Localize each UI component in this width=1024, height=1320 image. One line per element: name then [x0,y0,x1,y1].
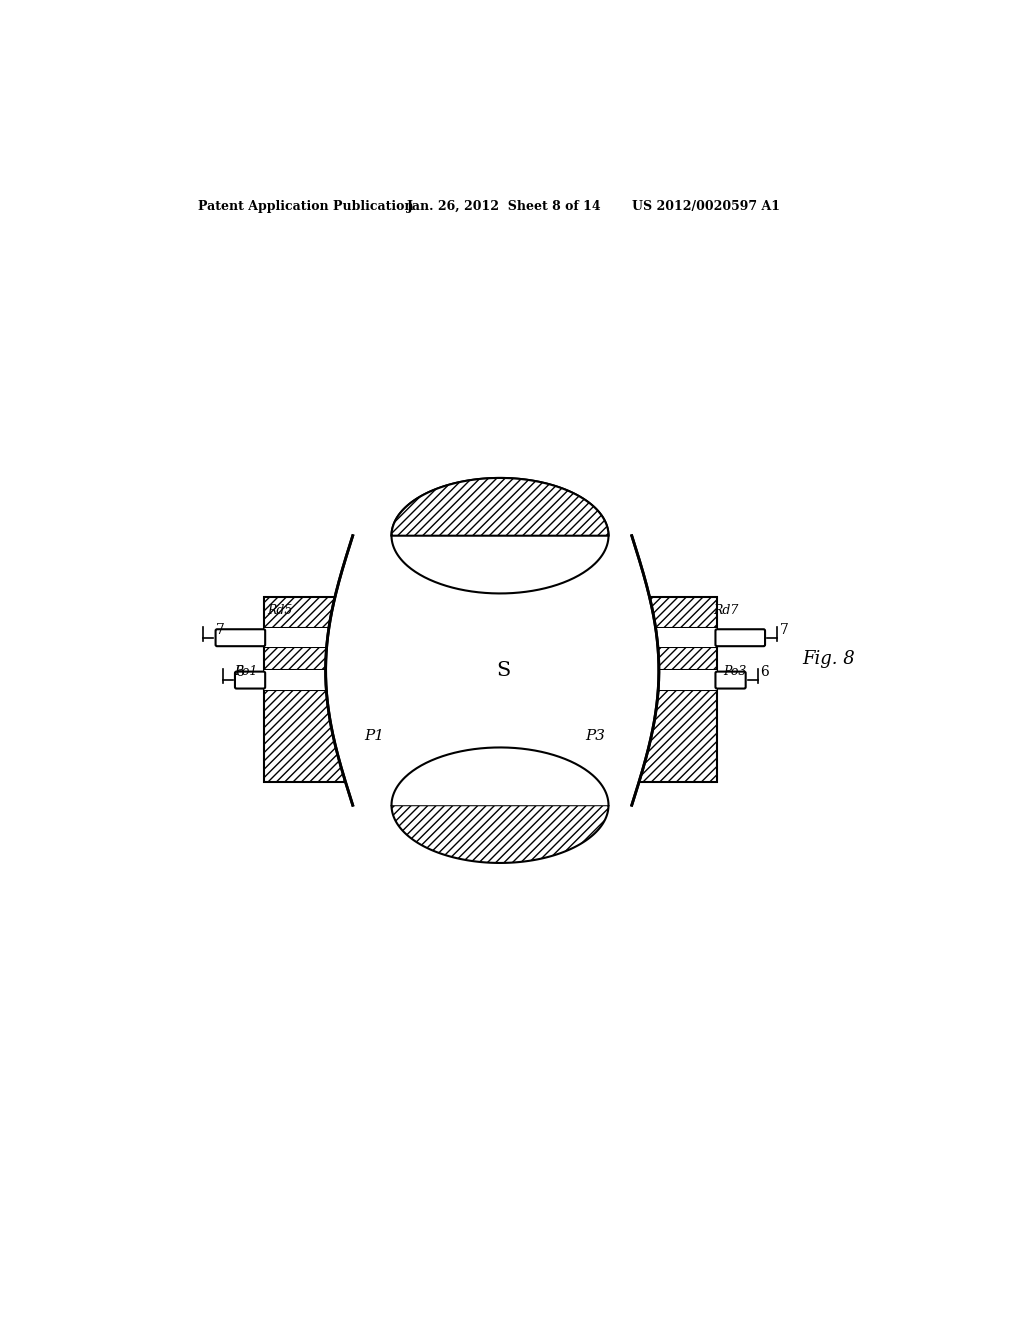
Polygon shape [632,647,717,671]
Polygon shape [263,671,352,689]
Polygon shape [632,671,717,689]
Text: Rd7: Rd7 [713,605,738,618]
Polygon shape [632,689,717,781]
Polygon shape [326,536,658,805]
FancyBboxPatch shape [234,672,265,689]
FancyBboxPatch shape [216,630,265,647]
Text: 7: 7 [216,623,224,638]
Polygon shape [632,628,717,647]
Text: Po1: Po1 [234,665,257,677]
Text: Patent Application Publication: Patent Application Publication [198,199,414,213]
Polygon shape [263,689,352,781]
Text: Jan. 26, 2012  Sheet 8 of 14: Jan. 26, 2012 Sheet 8 of 14 [407,199,602,213]
Text: 6: 6 [761,665,769,680]
Polygon shape [263,628,352,647]
Polygon shape [632,598,717,628]
Text: Fig. 8: Fig. 8 [802,649,855,668]
FancyBboxPatch shape [716,672,745,689]
Polygon shape [326,536,658,805]
Polygon shape [391,805,608,863]
Text: Po3: Po3 [723,665,746,677]
Polygon shape [263,598,352,628]
Text: S: S [497,661,511,680]
Polygon shape [263,647,352,671]
Text: US 2012/0020597 A1: US 2012/0020597 A1 [632,199,779,213]
Text: P1: P1 [365,729,384,743]
Text: P3: P3 [586,729,605,743]
Polygon shape [391,478,608,536]
Text: 7: 7 [779,623,788,638]
Text: Rd5: Rd5 [267,605,293,618]
Polygon shape [391,478,608,536]
Text: 6: 6 [234,665,244,680]
FancyBboxPatch shape [716,630,765,647]
